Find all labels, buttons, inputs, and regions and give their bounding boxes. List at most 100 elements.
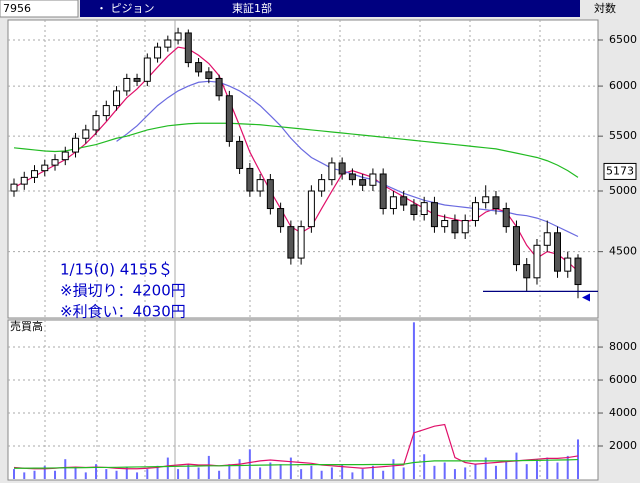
candle-body [564,257,572,272]
volume-bar [146,469,149,479]
volume-bar [136,472,139,479]
volume-bar [546,457,549,479]
volume-bar [289,457,292,479]
candle-body [574,257,582,286]
candle-body [348,173,356,181]
candle-body [482,196,490,204]
title-bar [80,0,580,17]
volume-bar [494,465,497,479]
volume-bar [33,470,36,479]
candle-body [379,173,387,210]
volume-bar [156,465,159,479]
candle-body [215,77,223,97]
volume-bar [105,469,108,479]
volume-bar [177,469,180,479]
candle-body [492,196,500,210]
candle-body [318,179,326,192]
candle-body [72,137,80,153]
candle-body [502,208,510,228]
moving-average-line [13,122,579,178]
price-marker [582,293,590,302]
candle-body [523,264,531,279]
volume-bar [95,464,98,479]
market: 東証1部 [232,1,272,15]
candle-body [205,71,213,79]
y-tick-label: 2000 [609,439,637,452]
volume-bar [371,465,374,479]
volume-average-line [14,458,579,469]
candle-body [287,226,295,259]
y-tick-label: 8000 [609,340,637,353]
candle-body [20,176,28,185]
volume-bar [54,470,57,479]
volume-bar [341,464,344,479]
annotation: ※損切り：4200円 [60,282,186,300]
volume-bar [259,467,262,479]
y-tick-label: 6000 [609,373,637,386]
volume-bar [330,467,333,479]
candle-body [420,202,428,216]
volume-bar [515,452,518,479]
volume-bar [566,455,569,479]
candle-body [236,140,244,169]
volume-bar [423,454,426,479]
volume-bar [64,459,67,479]
code-box [0,0,79,18]
candle-body [82,129,90,139]
volume-bar [505,460,508,479]
volume-bar [300,469,303,479]
y-tick-label: 4500 [609,245,637,258]
candle-body [410,204,418,216]
candle-body [256,179,264,192]
volume-bar [207,455,210,479]
volume-bar [310,465,313,479]
volume-bar [484,457,487,479]
y-tick-label: 4000 [609,406,637,419]
candle-body [10,183,18,192]
moving-average-line [13,46,579,272]
candle-body [31,170,39,178]
volume-bar [402,467,405,479]
volume-bar [84,472,87,479]
volume-bar [412,322,415,479]
stock-name: ・ ピジョン [96,2,155,15]
volume-bar [115,470,118,479]
volume-bar [13,469,15,479]
candle-body [277,208,285,228]
volume-bar [248,449,251,479]
candle-body [113,90,121,107]
y-tick-label: 5500 [609,129,637,142]
candle-body [297,226,305,259]
volume-bar [187,464,190,479]
annotation: ※利食い：4030円 [60,303,186,321]
price-box [603,162,637,180]
candle-body [154,46,162,59]
volume-bar [577,439,579,479]
candle-body [533,244,541,279]
volume-bar [269,462,272,479]
volume-bar [474,464,477,479]
volume-bar [43,465,46,479]
candle-body [246,167,254,192]
candle-body [195,62,203,73]
volume-bar [392,459,395,479]
candle-body [441,220,449,228]
candle-body [338,162,346,175]
scale-label: 対数 [594,1,616,15]
candle-body [512,226,520,266]
volume-bar [453,469,456,479]
candle-body [430,202,438,228]
volume-bar [535,459,538,479]
y-tick-label: 5000 [609,184,637,197]
stock-code: 7956 [3,2,31,15]
volume-bar [443,462,446,479]
volume-label: 売買高 [10,319,43,333]
price-box-label: 5173 [606,164,634,177]
volume-bar [23,472,26,479]
candle-body [266,179,274,210]
candle-body [389,196,397,210]
volume-bar [197,467,200,479]
candle-body [51,159,59,166]
candle-body [461,220,469,234]
